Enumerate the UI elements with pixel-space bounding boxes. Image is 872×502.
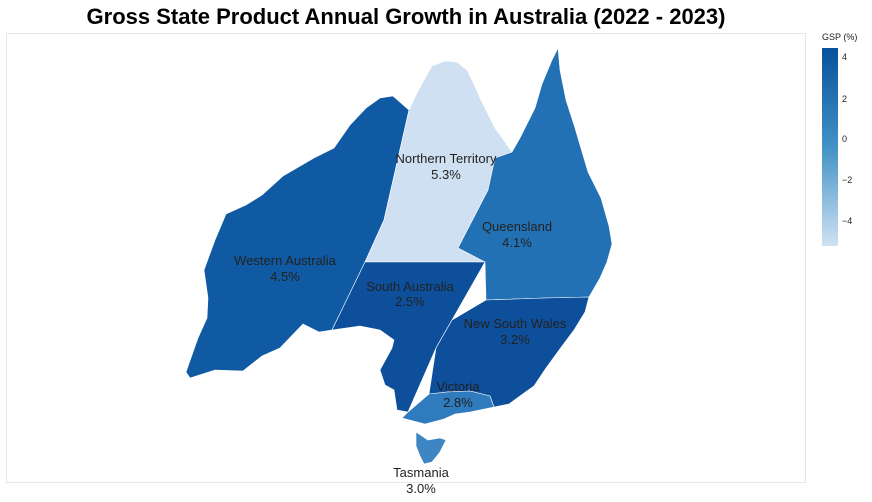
label-northern-territory-value: 5.3%	[431, 167, 461, 182]
label-tasmania-value: 3.0%	[406, 481, 436, 496]
region-new-south-wales[interactable]	[428, 296, 590, 408]
label-new-south-wales-name: New South Wales	[464, 316, 567, 331]
region-western-australia[interactable]	[185, 95, 410, 379]
label-new-south-wales-value: 3.2%	[500, 332, 530, 347]
legend-tick: 4	[842, 52, 848, 62]
label-northern-territory-name: Northern Territory	[396, 151, 497, 166]
legend-tick: −2	[842, 175, 853, 185]
label-victoria-name: Victoria	[436, 379, 480, 394]
legend-tick: 0	[842, 134, 848, 144]
label-western-australia-value: 4.5%	[270, 269, 300, 284]
region-tasmania[interactable]	[415, 431, 447, 465]
label-western-australia-name: Western Australia	[234, 253, 336, 268]
chart-title: Gross State Product Annual Growth in Aus…	[86, 4, 726, 29]
legend-title: GSP (%)	[822, 32, 858, 42]
legend-tick: −4	[842, 216, 853, 226]
label-queensland-name: Queensland	[482, 219, 552, 234]
label-victoria-value: 2.8%	[443, 395, 473, 410]
legend-tick: 2	[842, 94, 848, 104]
region-queensland[interactable]	[457, 46, 613, 301]
label-south-australia-value: 2.5%	[395, 294, 425, 309]
map-frame	[6, 33, 806, 483]
label-queensland-value: 4.1%	[502, 235, 532, 250]
label-south-australia-name: South Australia	[366, 279, 454, 294]
legend-colorbar	[822, 48, 838, 246]
region-south-australia[interactable]	[331, 261, 486, 413]
label-tasmania-name: Tasmania	[393, 465, 449, 480]
region-victoria[interactable]	[401, 390, 495, 425]
